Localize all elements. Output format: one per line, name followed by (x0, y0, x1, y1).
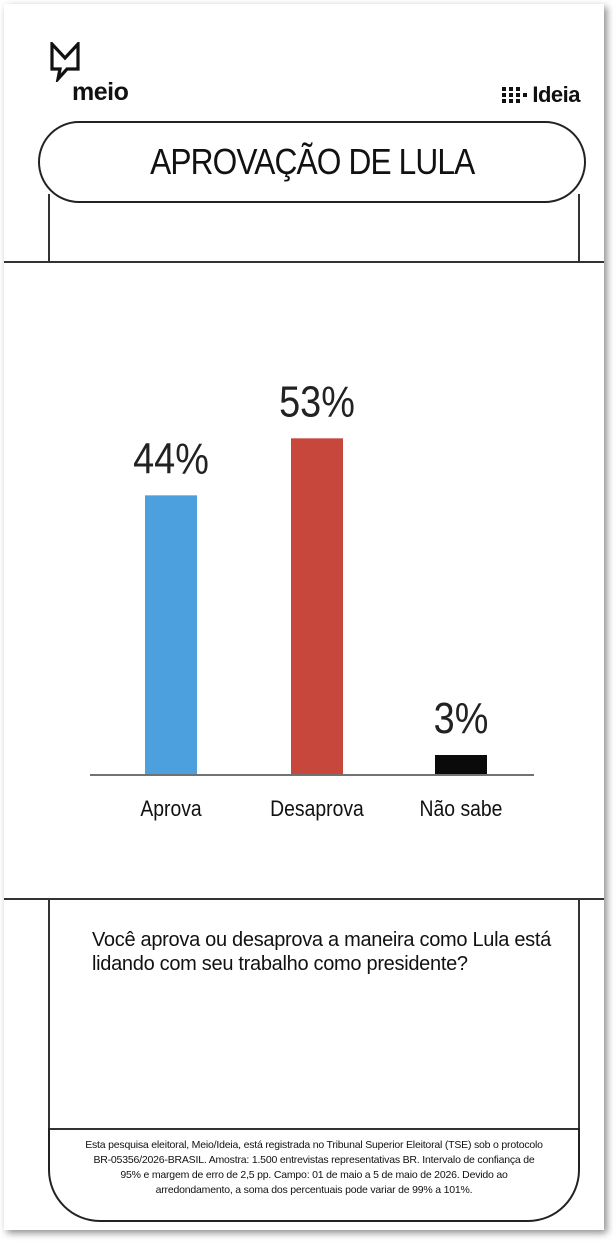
value-label-0: 44% (133, 434, 209, 483)
category-label-2: Não sabe (420, 797, 503, 821)
survey-question: Você aprova ou desaprova a maneira como … (92, 929, 551, 975)
ideia-dots-icon (502, 87, 528, 103)
infographic-card: meio Ideia APROVAÇÃO DE LULA 44% Aprova 53… (4, 4, 604, 1230)
divider-bottom (4, 898, 604, 900)
bar-2 (435, 755, 487, 774)
frame-right-bottom (578, 900, 580, 1130)
frame-left-top (48, 194, 50, 262)
page-title: APROVAÇÃO DE LULA (149, 141, 475, 182)
meio-m-icon (50, 42, 80, 82)
ideia-logo: Ideia (502, 84, 580, 106)
ideia-logo-text: Ideia (532, 82, 580, 107)
divider-footnote (48, 1128, 580, 1130)
bar-0 (145, 495, 197, 774)
bar-1 (291, 438, 343, 774)
footnote-box (48, 1128, 580, 1222)
value-label-2: 3% (434, 693, 489, 742)
bar-chart: 44% Aprova 53% Desaprova 3% Não sabe (90, 377, 534, 821)
meio-logo-text: meio (72, 78, 129, 106)
frame-left-bottom (48, 900, 50, 1130)
category-label-0: Aprova (140, 797, 202, 821)
divider-top (4, 261, 604, 263)
frame-right-top (578, 194, 580, 262)
methodology-footnote: Esta pesquisa eleitoral, Meio/Ideia, est… (85, 1139, 543, 1196)
meio-logo: meio (48, 42, 148, 106)
category-label-1: Desaprova (270, 797, 364, 821)
value-label-1: 53% (279, 377, 355, 426)
title-box: APROVAÇÃO DE LULA (38, 121, 586, 203)
